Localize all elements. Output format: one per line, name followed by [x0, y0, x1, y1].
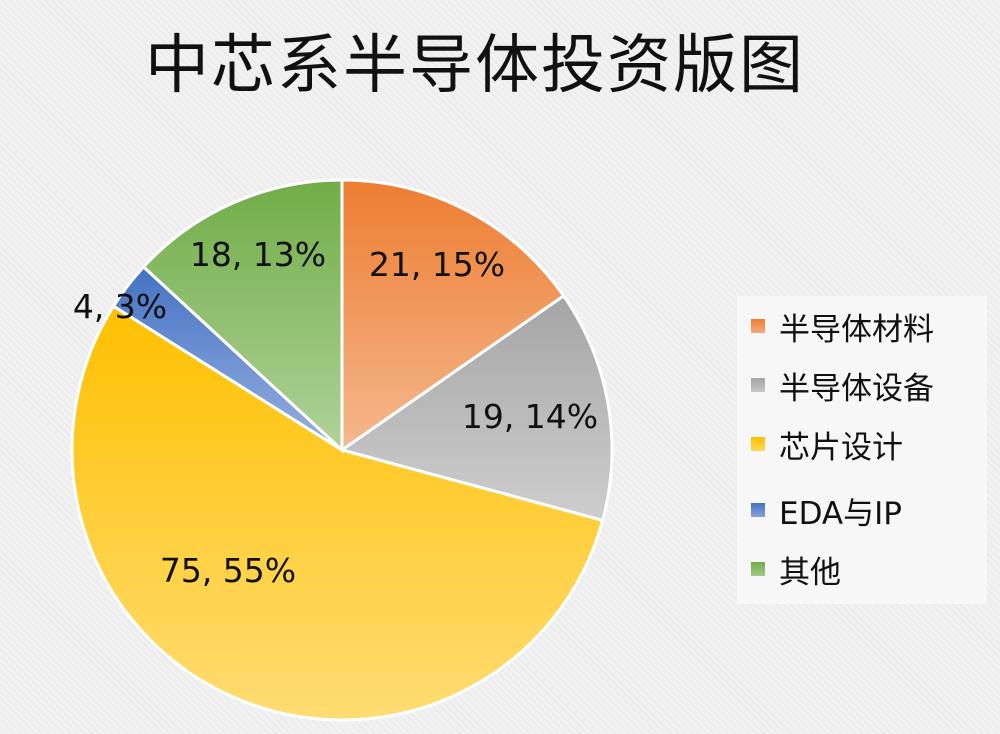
legend-item-materials: 半导体材料: [751, 306, 934, 348]
chart-title: 中芯系半导体投资版图: [145, 29, 805, 103]
legend-item-chip-design: 芯片设计: [751, 424, 903, 466]
legend-swatch-chip-design: [751, 437, 765, 451]
data-label-other: 18, 13%: [190, 235, 326, 274]
legend-item-eda-ip: EDA与IP: [751, 490, 902, 532]
data-label-chip-design: 75, 55%: [160, 551, 296, 590]
pie-slice-materials: [340, 178, 566, 453]
data-label-equipment: 19, 14%: [462, 397, 598, 436]
legend: 半导体材料 半导体设备 芯片设计 EDA与IP 其他: [737, 296, 987, 604]
pie-slice-other: [141, 178, 344, 454]
legend-swatch-other: [751, 562, 765, 576]
data-label-eda-ip: 4, 3%: [73, 287, 167, 326]
legend-label-eda-ip: EDA与IP: [779, 495, 902, 532]
legend-label-chip-design: 芯片设计: [779, 429, 903, 466]
legend-label-other: 其他: [779, 554, 841, 591]
legend-swatch-materials: [751, 319, 765, 333]
legend-swatch-equipment: [751, 378, 765, 392]
legend-item-other: 其他: [751, 549, 841, 591]
legend-item-equipment: 半导体设备: [751, 365, 934, 407]
pie-slice-chip-design: [70, 304, 605, 722]
legend-label-equipment: 半导体设备: [779, 370, 934, 407]
legend-label-materials: 半导体材料: [779, 311, 934, 348]
data-label-materials: 21, 15%: [369, 245, 505, 284]
pie-slice-equipment: [338, 293, 614, 523]
pie-data-labels: 21, 15% 19, 14% 75, 55% 4, 3% 18, 13%: [73, 235, 598, 590]
legend-swatch-eda-ip: [751, 503, 765, 517]
pie-slices: [70, 178, 614, 722]
